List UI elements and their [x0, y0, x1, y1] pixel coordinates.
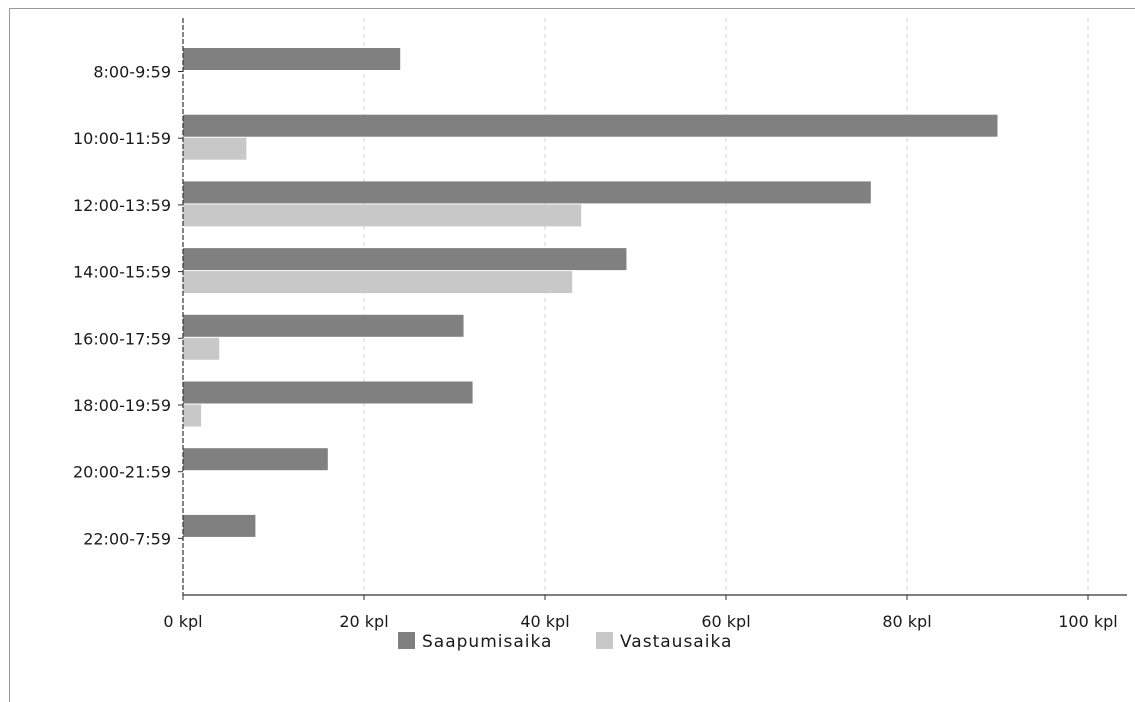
- x-tick-label: 100 kpl: [1058, 612, 1118, 631]
- bar-vastausaika: [183, 271, 573, 294]
- category-labels: 8:00-9:59 10:00-11:59 12:00-13:59 14:00-15:…: [73, 63, 171, 549]
- legend-swatch: [398, 632, 415, 649]
- x-tick-label: 0 kpl: [163, 612, 202, 631]
- legend-label: Vastausaika: [620, 632, 732, 652]
- category-label: 20:00-21:59: [73, 463, 171, 482]
- bar-vastausaika: [183, 137, 247, 160]
- grid-lines: [363, 18, 1089, 595]
- bar-saapumisaika: [183, 181, 871, 204]
- x-tick-label: 40 kpl: [520, 612, 569, 631]
- bar-vastausaika: [183, 204, 582, 227]
- bar-saapumisaika: [183, 114, 998, 137]
- category-label: 14:00-15:59: [73, 263, 171, 282]
- bar-vastausaika: [183, 404, 202, 427]
- legend-swatch: [596, 632, 613, 649]
- bar-saapumisaika: [183, 48, 401, 70]
- category-label: 16:00-17:59: [73, 329, 171, 348]
- x-tick-label: 60 kpl: [701, 612, 750, 631]
- legend-label: Saapumisaika: [422, 632, 552, 652]
- bar-saapumisaika: [183, 448, 328, 471]
- bar-saapumisaika: [183, 314, 464, 337]
- chart-frame: [9, 8, 1135, 702]
- bars: [183, 48, 998, 537]
- bar-saapumisaika: [183, 381, 473, 404]
- x-tick-label: 80 kpl: [882, 612, 931, 631]
- bar-saapumisaika: [183, 514, 256, 537]
- category-label: 10:00-11:59: [73, 129, 171, 148]
- bar-saapumisaika: [183, 248, 627, 271]
- category-label: 8:00-9:59: [93, 63, 171, 82]
- category-label: 12:00-13:59: [73, 196, 171, 215]
- x-tick-label: 20 kpl: [339, 612, 388, 631]
- category-label: 22:00-7:59: [83, 529, 171, 548]
- x-tick-labels: 0 kpl 20 kpl 40 kpl 60 kpl 80 kpl 100 kpl: [163, 612, 1117, 631]
- axes: [178, 18, 1127, 600]
- bar-vastausaika: [183, 337, 220, 360]
- legend: Saapumisaika Vastausaika: [398, 632, 732, 652]
- category-label: 18:00-19:59: [73, 396, 171, 415]
